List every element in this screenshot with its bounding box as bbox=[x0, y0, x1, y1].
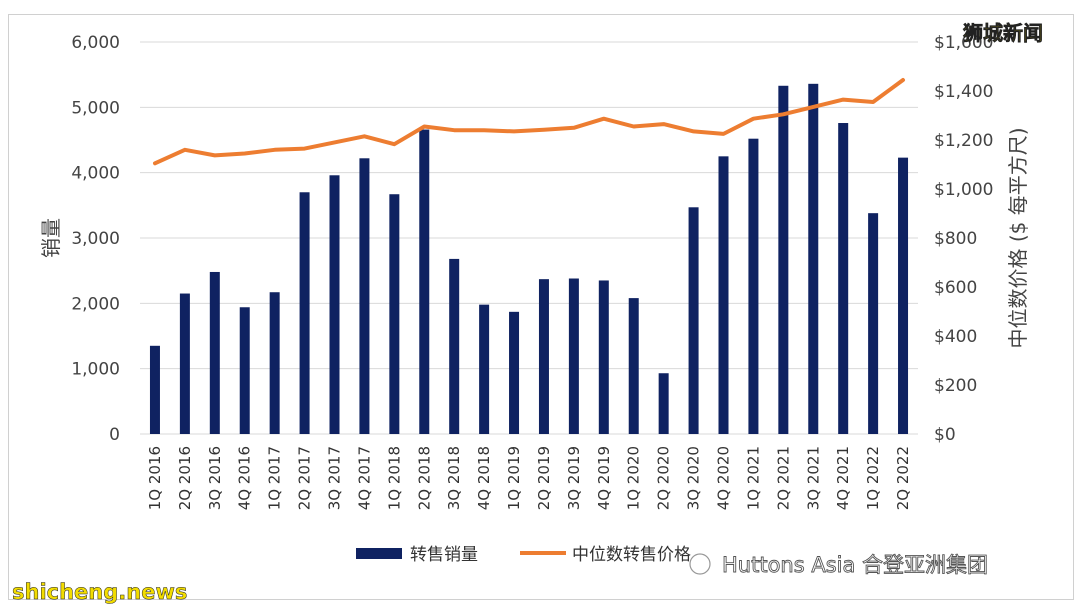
x-tick-label: 4Q 2020 bbox=[715, 446, 733, 510]
left-tick-label: 0 bbox=[109, 425, 120, 445]
volume-bar bbox=[359, 158, 370, 434]
volume-bar bbox=[479, 304, 490, 434]
volume-bar bbox=[898, 157, 909, 434]
x-tick-label: 4Q 2016 bbox=[236, 446, 254, 510]
left-tick-label: 1,000 bbox=[71, 360, 120, 380]
volume-bar bbox=[449, 258, 460, 434]
watermark-top-right: 狮城新闻 bbox=[963, 21, 1043, 45]
volume-bar bbox=[509, 311, 520, 434]
x-tick-label: 1Q 2022 bbox=[864, 446, 882, 510]
x-tick-label: 2Q 2016 bbox=[176, 446, 194, 510]
x-tick-label: 2Q 2020 bbox=[655, 446, 673, 510]
legend: 转售销量 中位数转售价格 bbox=[356, 545, 691, 565]
x-tick-label: 3Q 2021 bbox=[804, 446, 822, 510]
volume-bar bbox=[299, 192, 310, 434]
right-axis-title: 中位数价格 ($ 每平方尺) bbox=[1006, 127, 1030, 348]
left-tick-label: 3,000 bbox=[71, 229, 120, 249]
right-axis-ticks: $0 $200 $400 $600 $800 $1,000 $1,200 $1,400 $1,6… bbox=[934, 33, 993, 445]
right-tick-label: $1,400 bbox=[934, 82, 993, 102]
x-tick-label: 1Q 2021 bbox=[744, 446, 762, 510]
right-tick-label: $1,200 bbox=[934, 131, 993, 151]
volume-bar bbox=[688, 207, 699, 434]
volume-bar bbox=[568, 278, 579, 434]
volume-bar bbox=[239, 307, 250, 434]
right-tick-label: $1,000 bbox=[934, 180, 993, 200]
volume-bar bbox=[598, 280, 609, 434]
volume-bar bbox=[269, 292, 280, 434]
x-tick-label: 3Q 2019 bbox=[565, 446, 583, 510]
x-tick-label: 2Q 2022 bbox=[894, 446, 912, 510]
left-tick-label: 5,000 bbox=[71, 98, 120, 118]
x-tick-label: 2Q 2017 bbox=[296, 446, 314, 510]
x-tick-label: 1Q 2018 bbox=[385, 446, 403, 510]
x-tick-label: 3Q 2017 bbox=[326, 446, 344, 510]
x-tick-label: 3Q 2018 bbox=[445, 446, 463, 510]
left-axis-ticks: 0 1,000 2,000 3,000 4,000 5,000 6,000 bbox=[71, 33, 120, 445]
x-tick-label: 1Q 2019 bbox=[505, 446, 523, 510]
left-tick-label: 6,000 bbox=[71, 33, 120, 53]
x-tick-label: 4Q 2019 bbox=[595, 446, 613, 510]
legend-label-bars: 转售销量 bbox=[410, 545, 478, 565]
x-tick-label: 4Q 2018 bbox=[475, 446, 493, 510]
right-tick-label: $600 bbox=[934, 278, 977, 298]
x-tick-label: 3Q 2016 bbox=[206, 446, 224, 510]
volume-bar bbox=[748, 138, 759, 434]
volume-bar bbox=[389, 194, 400, 434]
left-axis-title: 销量 bbox=[39, 218, 63, 258]
brand-logo: Huttons Asia 合登亚洲集团 bbox=[689, 553, 988, 577]
volume-bar bbox=[718, 156, 729, 435]
volume-bar bbox=[628, 298, 639, 434]
volume-bar bbox=[838, 123, 849, 434]
x-tick-label: 3Q 2020 bbox=[685, 446, 703, 510]
volume-bar bbox=[778, 85, 789, 435]
right-tick-label: $200 bbox=[934, 376, 977, 396]
left-tick-label: 4,000 bbox=[71, 164, 120, 184]
right-tick-label: $400 bbox=[934, 327, 977, 347]
watermark-bottom-left: shicheng.news bbox=[12, 580, 187, 604]
right-tick-label: $1,600 bbox=[934, 33, 993, 53]
x-tick-label: 2Q 2021 bbox=[774, 446, 792, 510]
gridlines bbox=[140, 41, 918, 435]
x-tick-label: 2Q 2018 bbox=[415, 446, 433, 510]
volume-bars bbox=[149, 83, 909, 435]
left-tick-label: 2,000 bbox=[71, 294, 120, 314]
volume-bar bbox=[868, 213, 879, 434]
x-tick-label: 4Q 2017 bbox=[355, 446, 373, 510]
legend-label-line: 中位数转售价格 bbox=[572, 545, 691, 565]
volume-bar bbox=[419, 129, 430, 434]
right-tick-label: $800 bbox=[934, 229, 977, 249]
right-tick-label: $0 bbox=[934, 425, 956, 445]
volume-bar bbox=[179, 293, 190, 434]
x-tick-label: 1Q 2016 bbox=[146, 446, 164, 510]
volume-bar bbox=[808, 83, 819, 435]
x-tick-label: 1Q 2020 bbox=[625, 446, 643, 510]
legend-swatch-bars bbox=[356, 548, 402, 559]
x-tick-label: 1Q 2017 bbox=[266, 446, 284, 510]
volume-bar bbox=[329, 175, 340, 434]
x-tick-label: 2Q 2019 bbox=[535, 446, 553, 510]
median-price-line bbox=[153, 78, 905, 166]
x-tick-label: 4Q 2021 bbox=[834, 446, 852, 510]
volume-bar bbox=[658, 373, 669, 434]
watermark-bottom-right: Huttons Asia 合登亚洲集团 bbox=[722, 553, 988, 577]
x-axis-ticks: 1Q 2016 2Q 2016 3Q 2016 4Q 2016 1Q 2017 2Q 20… bbox=[146, 446, 912, 510]
volume-bar bbox=[149, 345, 160, 434]
volume-bar bbox=[538, 279, 549, 434]
volume-bar bbox=[209, 271, 220, 434]
wechat-icon bbox=[689, 553, 711, 575]
